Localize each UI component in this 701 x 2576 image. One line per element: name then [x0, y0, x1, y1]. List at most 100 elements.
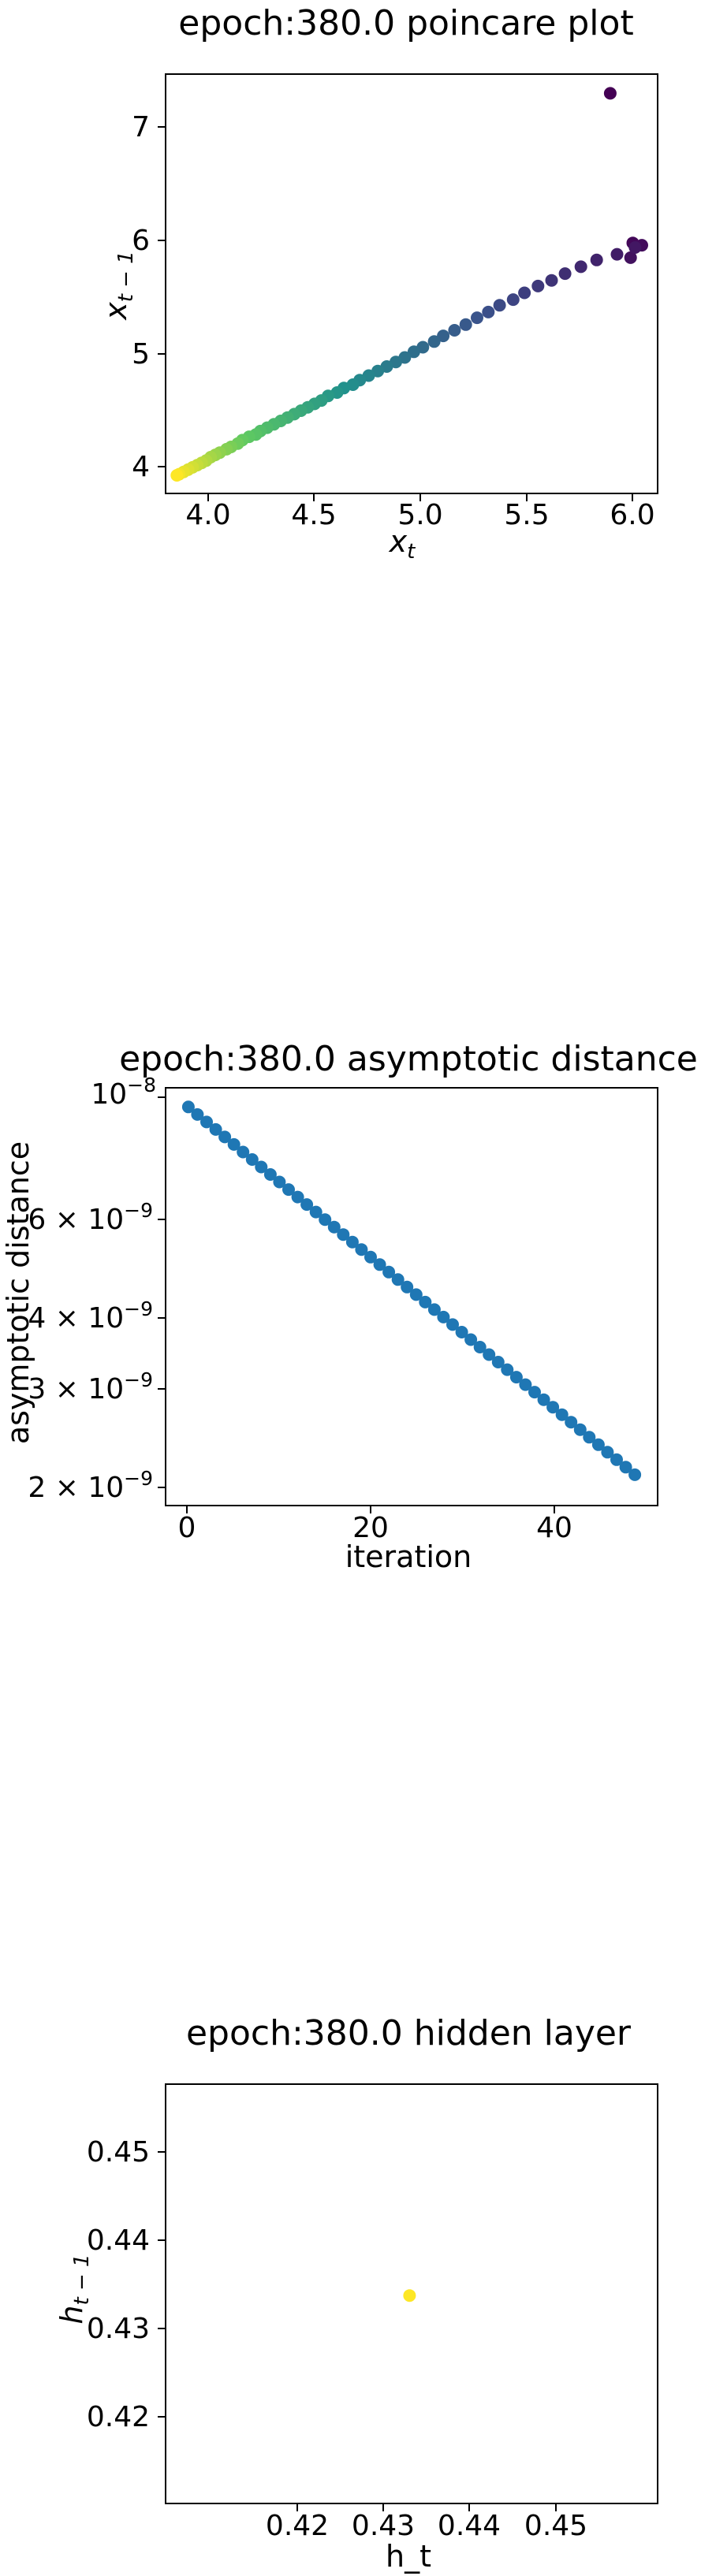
- distance-point: [565, 1416, 578, 1429]
- distance-point: [227, 1137, 241, 1151]
- distance-point: [309, 1205, 323, 1219]
- poincare-x-ticks: 4.0 4.5 5.0 5.5 6.0: [185, 493, 655, 531]
- distance-point: [573, 1423, 587, 1436]
- distance-point: [263, 1168, 277, 1181]
- poincare-y-ticks: 4 5 6 7: [132, 111, 166, 483]
- distance-point: [427, 1303, 441, 1316]
- distance-point: [364, 1250, 377, 1264]
- hidden-layer-plot-frame: [165, 2083, 658, 2504]
- distance-point: [337, 1228, 350, 1241]
- distance-point: [555, 1408, 569, 1421]
- poincare-point: [545, 274, 558, 287]
- hidden-layer-chart: epoch:380.0 hidden layer 0.42 0.43 0.44 …: [54, 2013, 658, 2574]
- distance-point: [610, 1453, 623, 1466]
- distance-point: [519, 1378, 532, 1391]
- y-tick-label: 0.45: [87, 2136, 150, 2168]
- y-tick-label: 2 × 10−9: [28, 1467, 153, 1504]
- distance-point: [601, 1446, 614, 1459]
- x-tick-label: 40: [536, 1512, 572, 1544]
- distance-point: [491, 1356, 505, 1368]
- distance-point: [455, 1326, 468, 1338]
- poincare-point: [493, 299, 506, 312]
- hidden-layer-x-ticks: 0.42 0.43 0.44 0.45: [266, 2503, 587, 2542]
- x-tick-label: 0.42: [266, 2510, 329, 2542]
- x-tick-label: 0.44: [438, 2510, 501, 2542]
- distance-point: [355, 1243, 368, 1256]
- poincare-point: [459, 318, 472, 331]
- hidden-state-point: [403, 2289, 416, 2302]
- distance-point: [537, 1393, 550, 1406]
- poincare-point: [471, 311, 483, 325]
- x-tick-label: 0: [178, 1512, 196, 1544]
- hidden-layer-title: epoch:380.0 hidden layer: [186, 2013, 632, 2053]
- distance-point: [373, 1258, 386, 1271]
- distance-point: [409, 1288, 423, 1301]
- hidden-layer-x-label: h_t: [386, 2539, 431, 2574]
- distance-point: [546, 1401, 560, 1414]
- poincare-points: [170, 87, 648, 482]
- poincare-point: [558, 267, 572, 281]
- y-tick-label: 6 × 10−9: [28, 1199, 153, 1236]
- distance-point: [473, 1341, 487, 1353]
- x-tick-label: 6.0: [610, 499, 654, 531]
- asymptotic-title: epoch:380.0 asymptotic distance: [119, 1039, 698, 1079]
- poincare-point: [590, 253, 603, 266]
- distance-point: [327, 1220, 341, 1234]
- y-tick-label: 6: [132, 225, 150, 257]
- distance-point: [628, 1468, 642, 1481]
- distance-point: [181, 1100, 195, 1114]
- distance-point: [464, 1333, 478, 1346]
- hidden-layer-y-ticks: 0.45 0.44 0.43 0.42: [87, 2136, 166, 2433]
- y-tick-label: 0.43: [87, 2313, 150, 2345]
- asymptotic-points: [181, 1100, 642, 1481]
- x-tick-label: 4.5: [291, 499, 336, 531]
- distance-point: [401, 1280, 414, 1294]
- poincare-y-label: xt − 1: [99, 251, 138, 321]
- x-tick-label: 0.45: [524, 2510, 587, 2542]
- distance-point: [255, 1160, 268, 1174]
- distance-point: [218, 1130, 232, 1144]
- y-tick-label: 4 × 10−9: [28, 1297, 153, 1335]
- x-tick-label: 0.43: [352, 2510, 415, 2542]
- distance-point: [528, 1386, 541, 1399]
- distance-point: [345, 1235, 359, 1249]
- x-tick-label: 5.0: [397, 499, 442, 531]
- poincare-title: epoch:380.0 poincare plot: [178, 3, 633, 43]
- poincare-point: [518, 286, 531, 300]
- poincare-point: [437, 329, 450, 343]
- poincare-point: [427, 335, 441, 348]
- poincare-point: [603, 87, 617, 100]
- poincare-point: [624, 251, 637, 264]
- poincare-point: [574, 260, 587, 274]
- y-tick-label-top: 10−8: [91, 1074, 156, 1111]
- y-tick-label: 5: [132, 338, 150, 370]
- distance-point: [619, 1461, 632, 1474]
- y-tick-label: 4: [132, 451, 150, 483]
- distance-point: [483, 1348, 496, 1361]
- poincare-chart: epoch:380.0 poincare plot 4.0 4.5 5.0 5.…: [99, 3, 658, 564]
- poincare-x-label: xt: [389, 524, 416, 564]
- y-tick-label: 0.42: [87, 2401, 150, 2433]
- y-tick-label: 7: [132, 111, 150, 143]
- poincare-point: [531, 279, 545, 292]
- distance-point: [191, 1107, 204, 1121]
- distance-point: [501, 1363, 514, 1376]
- distance-point: [591, 1438, 605, 1451]
- distance-point: [282, 1183, 295, 1197]
- distance-point: [391, 1273, 405, 1286]
- poincare-point: [407, 345, 420, 359]
- asymptotic-y-ticks: 10−8 6 × 10−9 4 × 10−9 3 × 10−9 2 × 10−9: [28, 1074, 166, 1504]
- x-tick-label: 5.5: [504, 499, 549, 531]
- asymptotic-plot-frame: [165, 1087, 658, 1506]
- distance-point: [382, 1265, 396, 1279]
- distance-point: [291, 1190, 304, 1204]
- distance-point: [437, 1310, 450, 1323]
- poincare-point: [506, 293, 520, 307]
- hidden-layer-y-label: ht − 1: [54, 2254, 94, 2324]
- y-tick-label: 3 × 10−9: [28, 1368, 153, 1405]
- distance-point: [446, 1318, 459, 1331]
- poincare-point: [628, 241, 642, 254]
- distance-point: [319, 1213, 332, 1227]
- y-tick-label: 0.44: [87, 2224, 150, 2257]
